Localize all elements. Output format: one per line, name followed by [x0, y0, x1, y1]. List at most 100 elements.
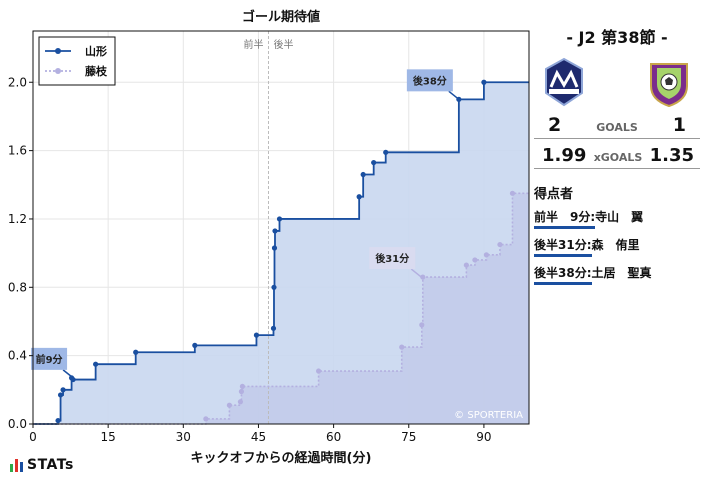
scorer-time: 後半31分:: [534, 236, 592, 257]
data-point: [276, 216, 283, 222]
match-title: - J2 第38節 -: [566, 28, 668, 47]
scorer-item: 前半 9分:寺山 翼: [534, 208, 700, 229]
data-point: [481, 79, 487, 85]
annotation-label: 後31分: [375, 252, 409, 265]
y-tick-label: 0.4: [8, 349, 27, 363]
x-tick-label: 0: [29, 430, 37, 444]
stats-bar: [20, 461, 23, 472]
data-point: [272, 228, 278, 234]
stats-logo: STATs: [10, 457, 74, 473]
stats-brand-name: STATs: [27, 457, 74, 473]
data-point: [70, 376, 76, 383]
data-point: [226, 402, 232, 408]
x-tick-label: 15: [101, 430, 116, 444]
chart-markers: [55, 79, 516, 424]
data-point: [383, 149, 389, 155]
xg-label: xGOALS: [593, 151, 643, 164]
chart-annotations: 前9分 後31分 後38分: [31, 69, 460, 379]
scorer-name: 寺山 翼: [595, 210, 644, 224]
data-point: [463, 262, 469, 268]
data-point: [237, 399, 244, 405]
y-tick-label: 0.8: [8, 280, 27, 294]
data-point: [497, 241, 503, 248]
home-xg: 1.99: [542, 145, 587, 166]
annotation-label: 前9分: [36, 353, 63, 366]
annotation-box: [406, 69, 453, 92]
x-tick-label: 90: [476, 430, 491, 444]
plot-frame: [32, 30, 530, 425]
data-point: [420, 274, 426, 280]
series-fill-area: [33, 193, 529, 424]
data-point: [315, 368, 322, 374]
data-point: [55, 417, 61, 424]
data-point: [356, 194, 362, 200]
legend-label: 藤枝: [85, 64, 108, 78]
data-point: [239, 383, 246, 390]
data-point: [57, 392, 64, 398]
data-point: [360, 171, 366, 178]
y-tick-label: 1.6: [8, 144, 27, 158]
annotation-pointer: [448, 90, 460, 100]
data-point: [419, 322, 425, 328]
annotation-box: [31, 347, 68, 370]
data-point: [93, 361, 99, 367]
scorer-time: 後半38分:: [534, 264, 592, 285]
goals-row: 2 GOALS 1: [534, 110, 700, 139]
axis-ticks: 0 15 30 45 60 75 90 0.0 0.4 0.8 1.2 1.6 2.0: [8, 75, 492, 444]
scorer-item: 後半31分:森 侑里: [534, 236, 700, 257]
data-point: [371, 159, 377, 166]
legend-label: 山形: [85, 44, 107, 58]
stats-bar: [15, 458, 18, 472]
chart-fills: [33, 82, 529, 425]
data-point: [399, 344, 405, 350]
scorer-time: 前半 9分:: [534, 208, 596, 229]
scorer-name: 森 侑里: [591, 238, 640, 252]
data-point: [253, 332, 260, 338]
x-axis-label: キックオフからの経過時間(分): [191, 450, 372, 466]
second-half-label: 後半: [273, 38, 293, 51]
chart-title: ゴール期待値: [242, 9, 320, 25]
y-tick-label: 0.0: [8, 417, 27, 431]
series-fill-area: [33, 82, 529, 425]
annotation-box: [369, 247, 416, 270]
data-point: [60, 387, 66, 393]
data-point: [271, 245, 278, 251]
match-panel: - J2 第38節 - 2 GOALS 1 1.99 xGOALS 1.35 得…: [534, 24, 700, 292]
stats-bar: [10, 463, 13, 472]
x-tick-label: 30: [176, 430, 191, 444]
team-logos: [534, 54, 700, 110]
xg-row: 1.99 xGOALS 1.35: [534, 139, 700, 169]
annotation-pointer: [62, 369, 74, 379]
away-goals: 1: [672, 114, 686, 136]
data-point: [472, 257, 478, 263]
x-tick-label: 75: [401, 430, 416, 444]
scorers-heading: 得点者: [534, 187, 574, 202]
data-point: [509, 190, 516, 196]
data-point: [483, 252, 490, 258]
home-goals: 2: [548, 114, 562, 136]
home-team-crest-icon: [545, 57, 583, 107]
copyright-text: © SPORTERIA: [454, 410, 523, 421]
scorer-item: 後半38分:土居 聖真: [534, 264, 700, 285]
legend-box: [38, 36, 116, 86]
away-team-crest-icon: [650, 63, 688, 108]
first-half-label: 前半: [243, 38, 263, 51]
legend-marker: [55, 48, 61, 54]
stats-bars-icon: [10, 458, 23, 472]
scorer-name: 土居 聖真: [591, 266, 652, 280]
annotation-label: 後38分: [413, 74, 447, 87]
data-point: [271, 284, 277, 290]
x-tick-label: 45: [251, 430, 266, 444]
data-point: [270, 325, 277, 331]
data-point: [133, 349, 139, 355]
legend-marker: [55, 68, 61, 74]
goals-label: GOALS: [596, 121, 638, 134]
y-tick-label: 1.2: [8, 212, 27, 226]
data-point: [203, 416, 209, 422]
y-tick-label: 2.0: [8, 75, 27, 89]
x-tick-label: 60: [326, 430, 341, 444]
data-point: [238, 388, 245, 395]
away-xg: 1.35: [649, 145, 694, 166]
